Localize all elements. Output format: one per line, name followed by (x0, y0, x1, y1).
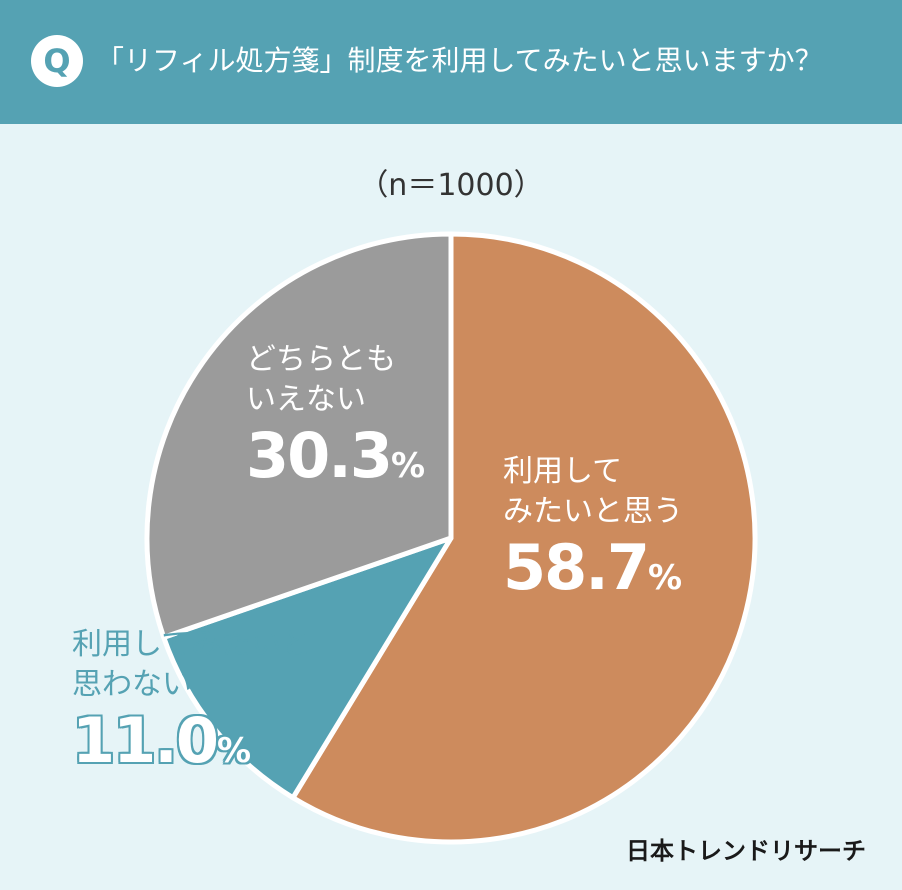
neutral-label: どちらとも いえない 30.3% (246, 340, 425, 492)
sample-size: （n＝1000） (358, 168, 544, 203)
pie-slice-neutral (144, 231, 454, 640)
no-percent-value: 11.0 (72, 704, 219, 777)
neutral-percent-value: 30.3 (246, 419, 393, 492)
neutral-percent: 30.3% (246, 419, 425, 492)
question-title: 「リフィル処方箋」制度を利用してみたいと思いますか？ (96, 44, 823, 77)
yes-label-line1: 利用して (503, 454, 623, 489)
question-badge: Q (31, 35, 83, 87)
header-bar: Q 「リフィル処方箋」制度を利用してみたいと思いますか？ (0, 0, 902, 124)
pie-slice-no (161, 535, 454, 801)
yes-percent: 58.7% (503, 532, 683, 604)
no-percent-unit: % (216, 731, 251, 771)
no-label-line2: 思わない (72, 667, 192, 702)
no-label-line1: 利用してみたいと (72, 627, 312, 662)
neutral-label-line2: いえない (246, 382, 366, 417)
yes-percent-value: 58.7 (503, 531, 650, 604)
yes-percent-unit: % (647, 558, 682, 598)
pie-slice-yes (290, 231, 758, 845)
neutral-percent-unit: % (390, 446, 425, 486)
brand-logo-text: 日本トレンドリサーチ (626, 837, 866, 865)
neutral-label-line1: どちらとも (246, 342, 396, 377)
yes-label-line2: みたいと思う (503, 494, 683, 529)
yes-label: 利用して みたいと思う 58.7% (503, 452, 683, 604)
no-percent: 11.0% (72, 705, 311, 777)
no-label: 利用してみたいと 思わない 11.0% (72, 625, 311, 777)
